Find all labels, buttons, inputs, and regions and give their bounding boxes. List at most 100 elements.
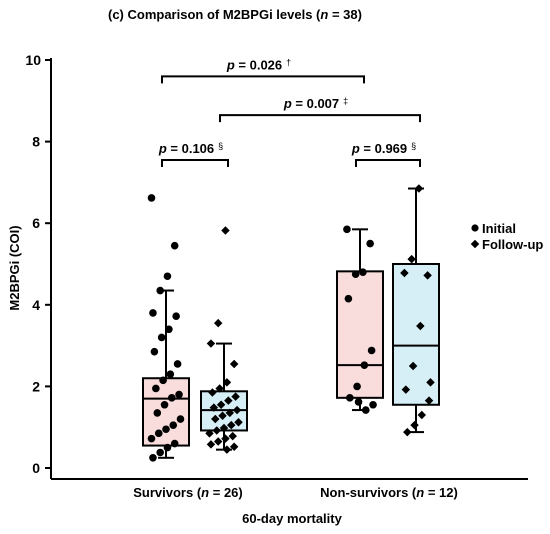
data-point-initial bbox=[354, 398, 363, 406]
data-point-follow-up bbox=[216, 400, 226, 410]
p-value-label: p = 0.106 § bbox=[158, 141, 223, 156]
box-survivors-initial bbox=[142, 194, 190, 462]
p-value-label: p = 0.969 § bbox=[351, 141, 416, 156]
data-point-follow-up bbox=[213, 437, 223, 446]
data-point-follow-up bbox=[424, 396, 434, 405]
data-point-follow-up bbox=[426, 378, 435, 387]
data-point-follow-up bbox=[213, 318, 223, 328]
data-point-follow-up bbox=[414, 184, 424, 193]
legend: Initial Follow-up bbox=[470, 221, 543, 252]
box-iqr bbox=[336, 270, 384, 399]
p-value-label: p = 0.007 ‡ bbox=[283, 96, 348, 111]
data-point-follow-up bbox=[410, 420, 419, 430]
data-point-initial bbox=[147, 194, 156, 202]
data-point-initial bbox=[173, 360, 182, 368]
legend-label-follow-up: Follow-up bbox=[482, 237, 543, 252]
data-point-initial bbox=[170, 241, 179, 250]
data-point-initial bbox=[367, 346, 376, 355]
legend-label-initial: Initial bbox=[482, 221, 516, 236]
x-tick-label-non-survivors: Non-survivors (n = 12) bbox=[320, 485, 458, 500]
data-point-initial bbox=[172, 312, 180, 321]
data-point-initial bbox=[362, 406, 370, 414]
data-point-initial bbox=[351, 270, 360, 279]
data-point-follow-up bbox=[401, 385, 411, 394]
data-point-initial bbox=[353, 382, 361, 391]
data-point-initial bbox=[169, 421, 178, 429]
data-point-initial bbox=[343, 225, 351, 234]
data-point-initial bbox=[154, 429, 163, 438]
data-point-initial bbox=[346, 394, 354, 402]
data-point-follow-up bbox=[219, 423, 229, 433]
data-point-follow-up bbox=[229, 359, 239, 369]
significance-bracket: p = 0.106 § bbox=[158, 141, 229, 167]
data-point-initial bbox=[157, 333, 166, 342]
data-point-initial bbox=[149, 309, 157, 317]
data-point-initial bbox=[147, 434, 156, 443]
data-point-follow-up bbox=[423, 271, 432, 280]
data-point-follow-up bbox=[224, 396, 233, 405]
data-point-initial bbox=[165, 325, 173, 334]
data-point-initial bbox=[160, 400, 169, 409]
bracket-line bbox=[219, 114, 421, 123]
significance-bracket: p = 0.969 § bbox=[351, 141, 421, 167]
y-tick-label: 6 bbox=[32, 215, 40, 231]
data-point-follow-up bbox=[208, 388, 217, 397]
bracket-line bbox=[161, 158, 229, 167]
box-non-survivors-follow-up bbox=[392, 184, 440, 437]
data-point-follow-up bbox=[218, 411, 227, 421]
data-point-initial bbox=[360, 361, 369, 369]
data-point-follow-up bbox=[222, 445, 232, 454]
data-point-initial bbox=[156, 286, 164, 295]
data-point-initial bbox=[170, 439, 179, 448]
data-point-follow-up bbox=[222, 378, 232, 387]
box-iqr bbox=[142, 377, 190, 447]
box-survivors-follow-up bbox=[200, 226, 248, 454]
data-point-follow-up bbox=[228, 431, 237, 441]
data-point-initial bbox=[150, 347, 159, 356]
y-tick-label: 0 bbox=[32, 460, 40, 476]
y-tick-label: 2 bbox=[32, 378, 40, 394]
data-point-follow-up bbox=[225, 408, 235, 418]
data-point-initial bbox=[359, 268, 367, 276]
data-point-follow-up bbox=[417, 410, 427, 420]
data-point-initial bbox=[156, 448, 164, 457]
data-point-follow-up bbox=[231, 392, 240, 401]
data-point-follow-up bbox=[206, 339, 216, 348]
data-point-initial bbox=[168, 394, 176, 402]
data-point-follow-up bbox=[206, 440, 216, 449]
data-point-follow-up bbox=[407, 254, 416, 264]
data-point-initial bbox=[369, 400, 377, 409]
data-point-follow-up bbox=[212, 426, 221, 435]
data-point-initial bbox=[159, 376, 167, 385]
significance-bracket: p = 0.007 ‡ bbox=[219, 96, 421, 123]
legend-marker-initial-circle bbox=[471, 224, 479, 232]
x-tick-label-survivors: Survivors (n = 26) bbox=[133, 485, 242, 500]
y-tick-label: 8 bbox=[32, 134, 40, 150]
legend-marker-follow-up-diamond bbox=[470, 239, 480, 249]
significance-bracket: p = 0.026 † bbox=[161, 57, 365, 84]
data-point-initial bbox=[176, 415, 185, 423]
data-point-follow-up bbox=[416, 321, 425, 331]
data-point-initial bbox=[166, 370, 175, 378]
bracket-line bbox=[161, 75, 365, 84]
data-point-follow-up bbox=[227, 420, 236, 430]
box-non-survivors-initial bbox=[336, 225, 384, 414]
data-point-follow-up bbox=[400, 268, 409, 278]
data-point-follow-up bbox=[209, 403, 219, 412]
data-point-initial bbox=[152, 384, 160, 393]
data-point-follow-up bbox=[403, 427, 412, 437]
chart-title: (c) Comparison of M2BPGi levels (n = 38) bbox=[108, 7, 362, 22]
data-point-initial bbox=[163, 272, 172, 281]
data-point-follow-up bbox=[229, 442, 239, 452]
data-point-follow-up bbox=[211, 414, 220, 424]
data-point-follow-up bbox=[215, 384, 224, 393]
x-axis-label: 60-day mortality bbox=[242, 511, 342, 526]
data-point-follow-up bbox=[221, 434, 230, 443]
bracket-line bbox=[355, 158, 421, 167]
data-point-follow-up bbox=[205, 429, 214, 438]
data-point-initial bbox=[162, 425, 170, 434]
data-point-follow-up bbox=[408, 361, 418, 371]
data-point-initial bbox=[175, 390, 183, 399]
y-tick-label: 4 bbox=[32, 297, 40, 313]
